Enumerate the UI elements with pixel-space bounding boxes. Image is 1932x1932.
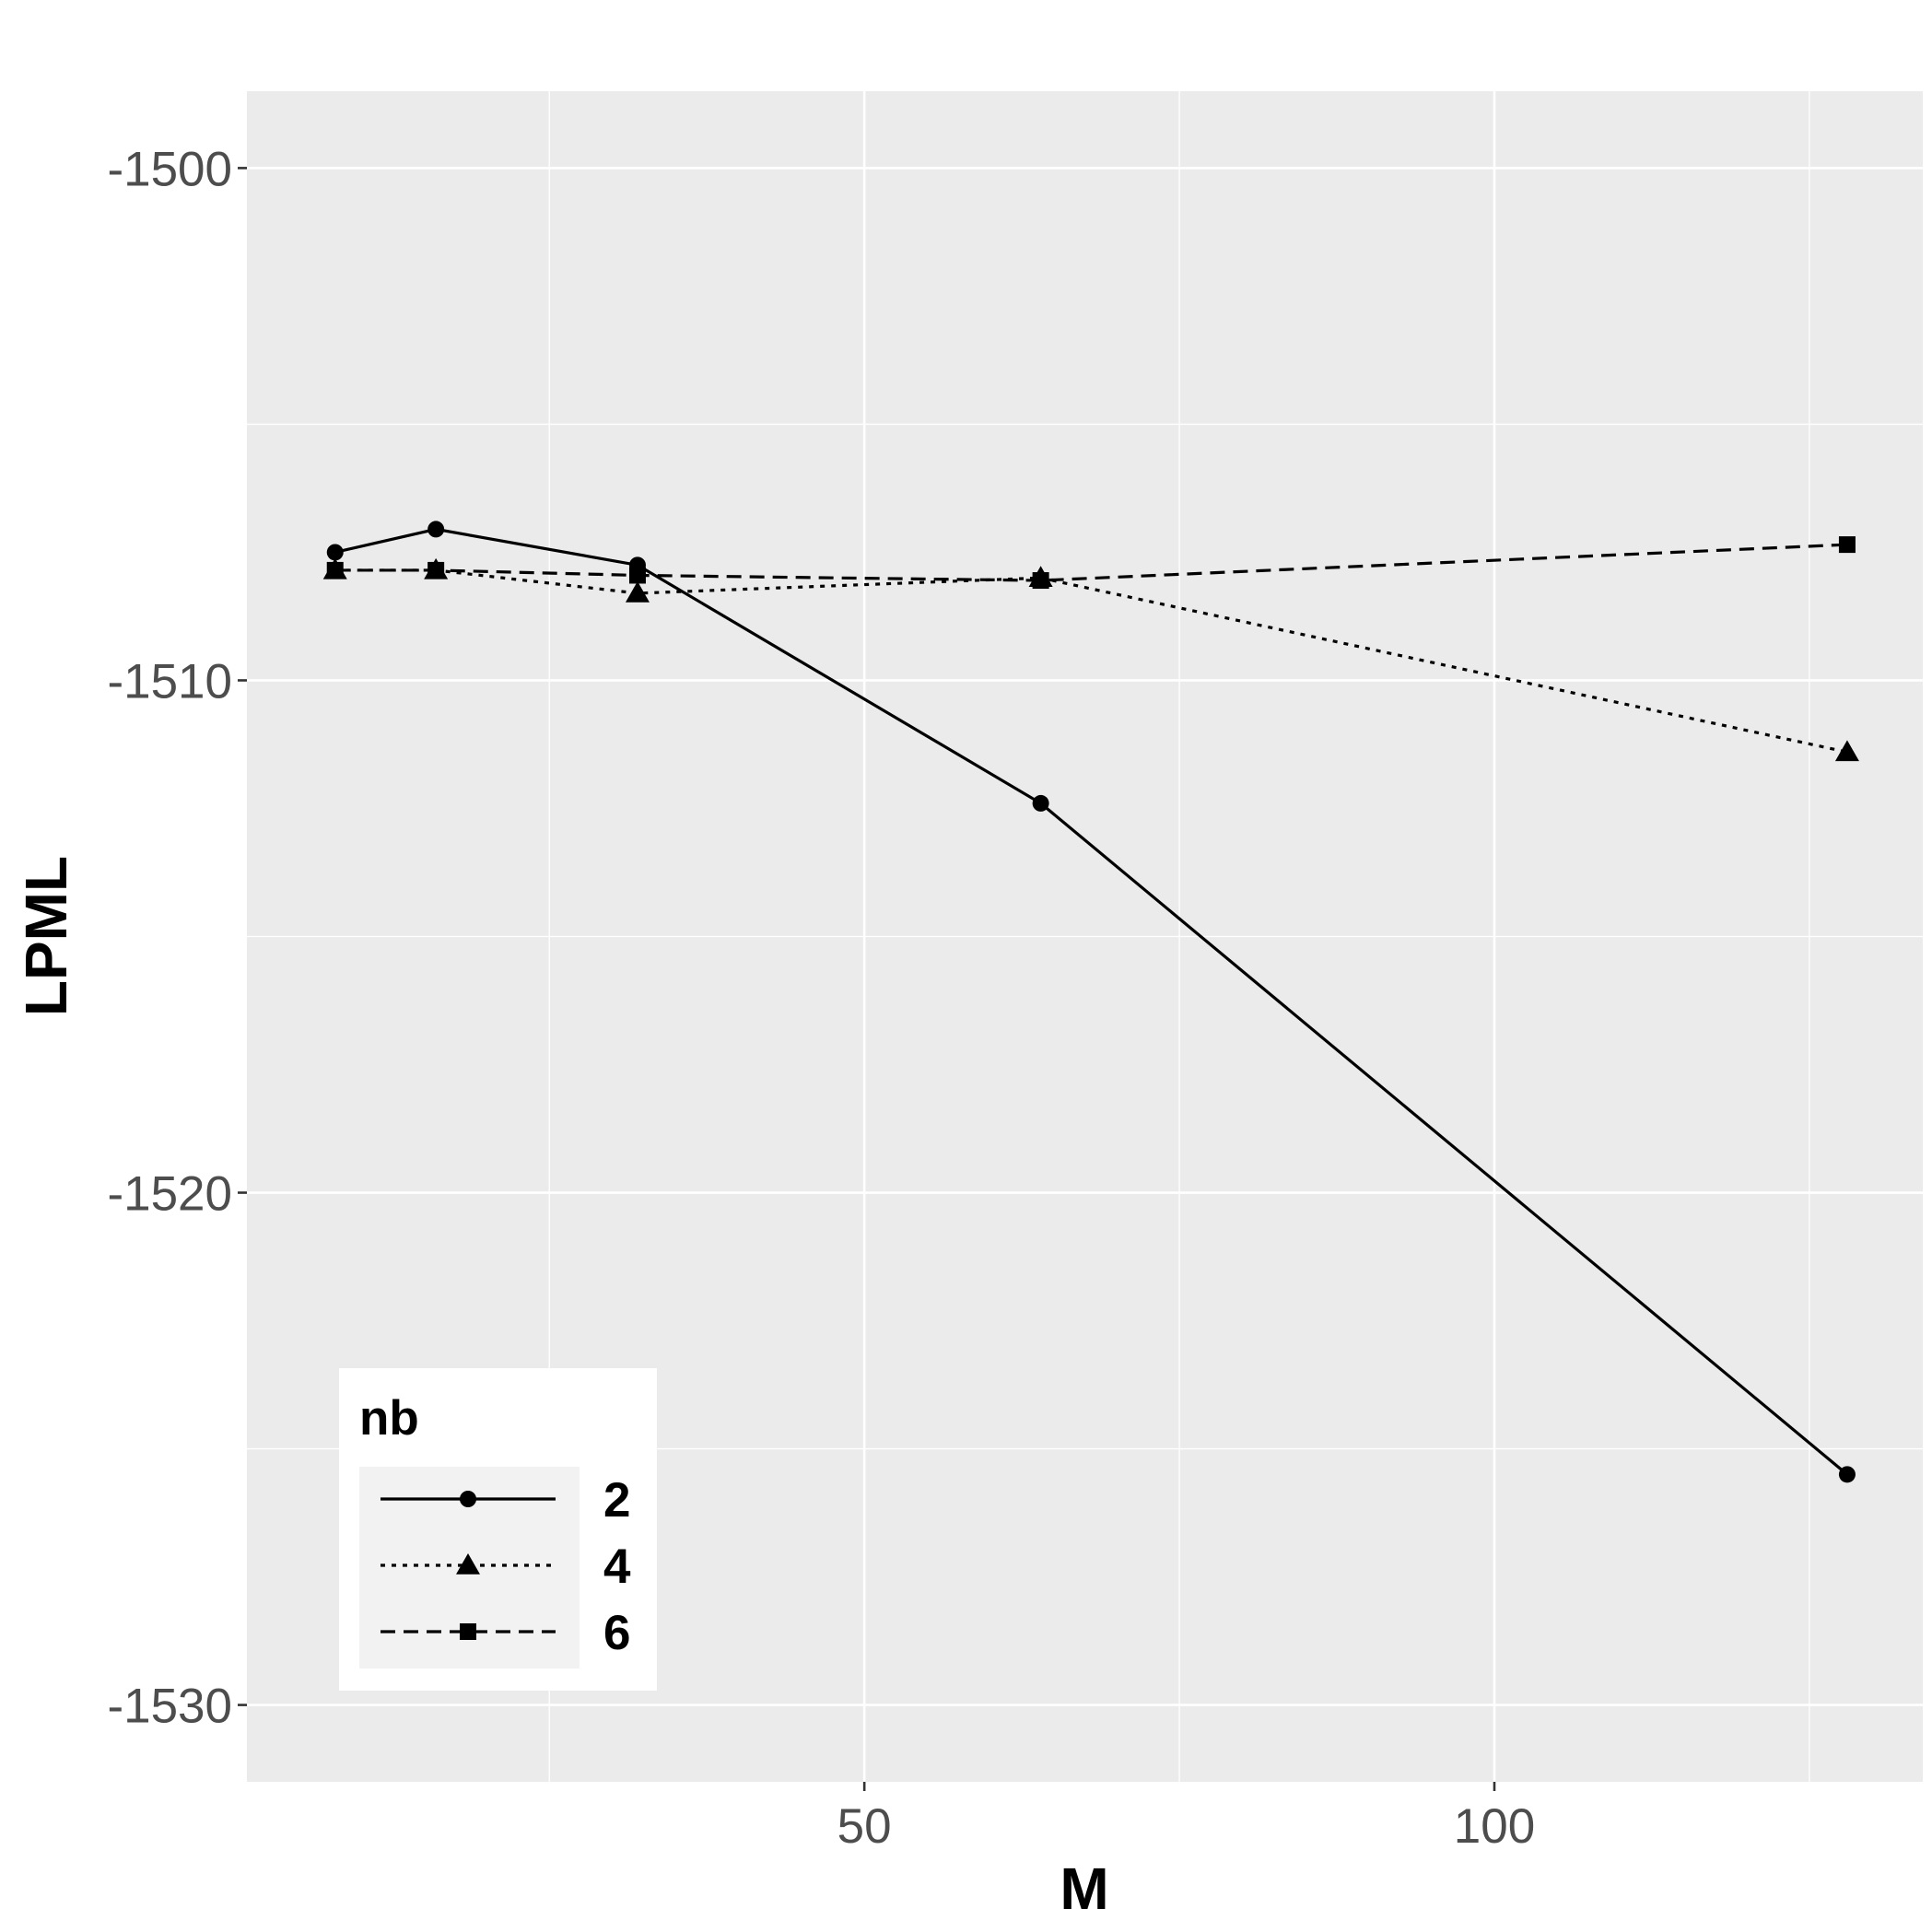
series-6-point bbox=[427, 561, 445, 579]
y-axis-title: LPML bbox=[13, 856, 79, 1016]
legend-title: nb bbox=[359, 1391, 419, 1446]
y-tick-label: -1500 bbox=[107, 142, 232, 196]
series-2-point bbox=[1032, 794, 1049, 812]
legend-key-marker-6 bbox=[460, 1623, 476, 1640]
legend-label-2: 2 bbox=[603, 1473, 630, 1528]
series-4-point bbox=[1834, 740, 1859, 762]
legend-entries: 2 4 6 bbox=[381, 1473, 631, 1660]
legend-key-marker-2 bbox=[460, 1491, 476, 1507]
series-6-point bbox=[1838, 536, 1856, 554]
y-tick-label: -1520 bbox=[107, 1167, 232, 1222]
series-2-point bbox=[427, 521, 445, 538]
series-6-point bbox=[1032, 572, 1049, 590]
series-4-line bbox=[334, 568, 1848, 754]
y-tick-label: -1510 bbox=[107, 654, 232, 708]
x-tick-label: 50 bbox=[837, 1799, 892, 1854]
series-4-point bbox=[625, 580, 650, 603]
series-layer bbox=[322, 521, 1859, 1483]
legend-label-4: 4 bbox=[603, 1540, 631, 1594]
series-6-point bbox=[628, 567, 646, 584]
series-2-point bbox=[326, 544, 344, 561]
minor-gridlines bbox=[247, 91, 1923, 1782]
axis-ticks: 50 100 -1500 -1510 -1520 -1530 bbox=[107, 142, 1535, 1854]
x-axis-title: M bbox=[1060, 1856, 1108, 1922]
legend-label-6: 6 bbox=[603, 1606, 630, 1660]
major-gridlines bbox=[247, 91, 1923, 1782]
x-tick-label: 100 bbox=[1454, 1799, 1535, 1854]
series-2-point bbox=[1838, 1466, 1856, 1483]
legend: nb 2 4 6 bbox=[339, 1368, 657, 1691]
series-6-point bbox=[326, 561, 344, 579]
y-tick-label: -1530 bbox=[107, 1680, 232, 1734]
legend-key-marker-4 bbox=[456, 1553, 480, 1575]
